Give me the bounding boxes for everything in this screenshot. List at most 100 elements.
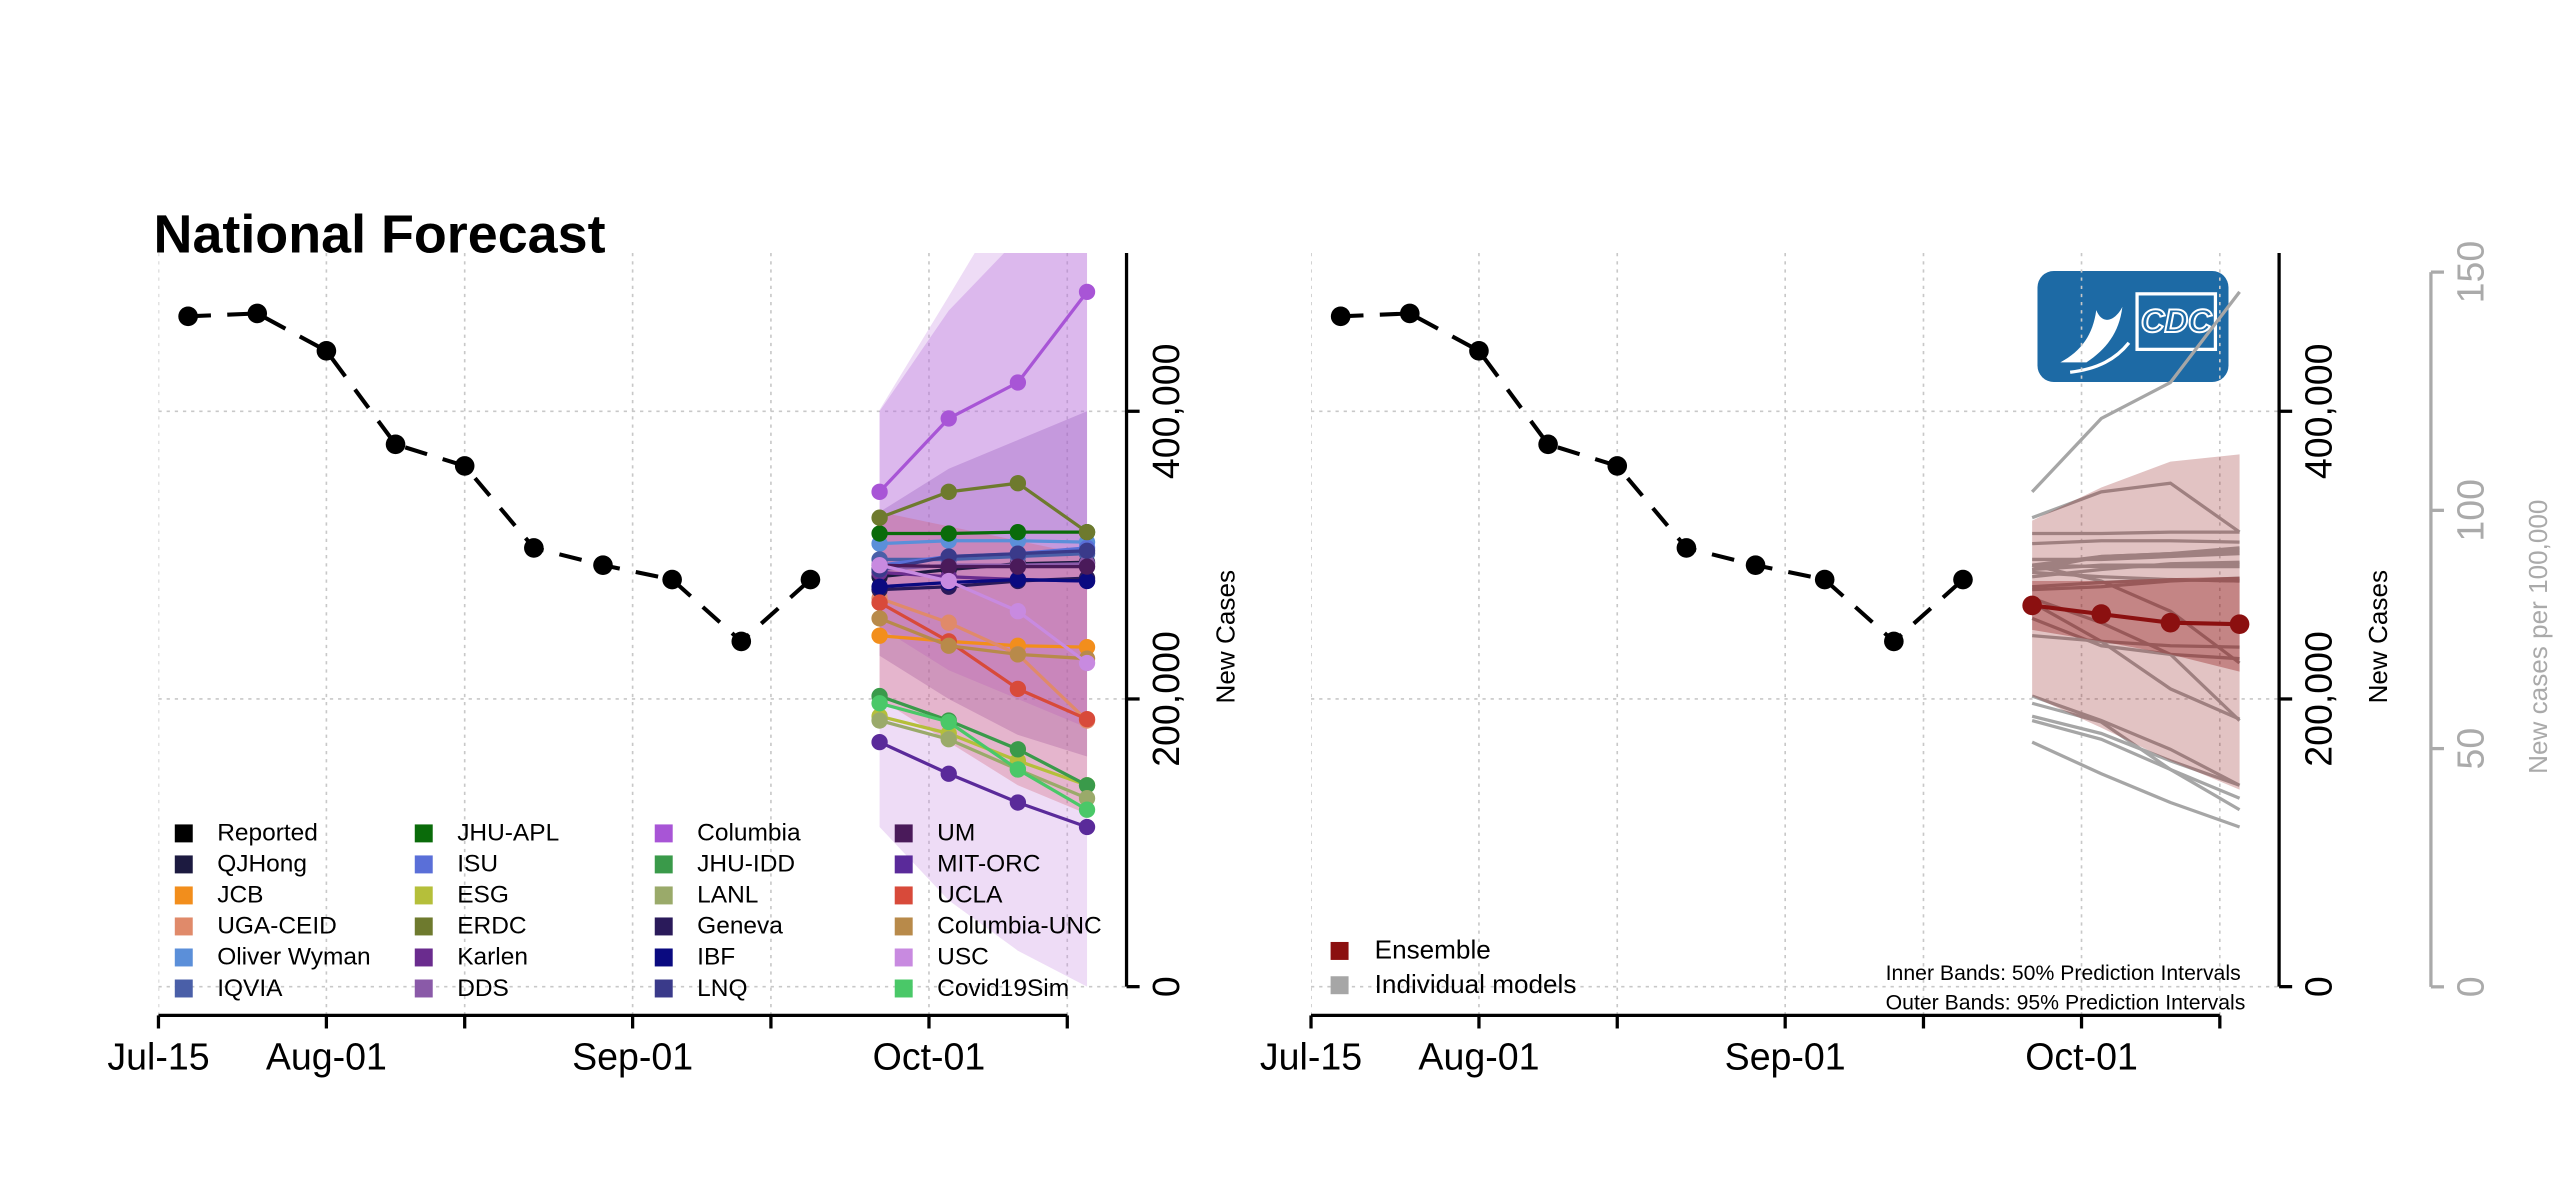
data-point [1078, 790, 1096, 807]
legend-swatch [654, 855, 673, 874]
data-point [1009, 374, 1027, 391]
legend-label: Individual models [1375, 969, 1577, 999]
data-point [454, 456, 475, 476]
legend-swatch [174, 979, 193, 998]
series-line [879, 563, 1089, 665]
data-point [1009, 603, 1027, 620]
legend-label: QJHong [217, 851, 307, 878]
legend-swatch [894, 979, 913, 998]
data-point [871, 627, 888, 644]
legend-label: Covid19Sim [937, 975, 1069, 1002]
logo-eagle [2060, 306, 2123, 363]
y-tick-label: 200,000 [2297, 631, 2339, 767]
individual-model-line [2031, 563, 2241, 665]
legend-label: Columbia-UNC [937, 913, 1102, 940]
data-point [1745, 555, 1766, 575]
data-point [871, 483, 888, 500]
prediction-band [879, 253, 1088, 728]
legend-label: ESG [457, 882, 509, 909]
individual-model-line [2032, 530, 2240, 536]
data-point [1814, 569, 1835, 590]
x-tick-label: Oct-01 [873, 1035, 986, 1077]
legend-label: Columbia [697, 820, 801, 847]
legend-swatch [654, 948, 673, 967]
y-axis-label: New Cases [1211, 570, 1241, 703]
data-point [1009, 794, 1027, 811]
legend-label: JCB [217, 882, 263, 909]
legend-swatch [414, 948, 433, 967]
cdc-logo: CDC [2037, 270, 2229, 383]
data-point [593, 555, 613, 575]
data-point [1009, 741, 1027, 758]
data-point [871, 578, 888, 595]
legend-label: IBF [697, 944, 735, 971]
data-point [1078, 639, 1096, 656]
data-point [871, 525, 888, 542]
individual-model-line [2032, 563, 2240, 569]
series-line [879, 563, 1088, 569]
data-point [1009, 475, 1027, 492]
x-tick-label: Jul-15 [107, 1035, 209, 1077]
data-point [1607, 456, 1628, 476]
data-point [1078, 710, 1096, 728]
legend-swatch [174, 948, 193, 967]
data-point [800, 569, 821, 590]
data-point [1009, 761, 1027, 778]
individual-model-line [2031, 694, 2241, 787]
legend-label: USC [937, 944, 989, 971]
y2-tick-label: 150 [2449, 241, 2491, 304]
individual-model-line [2031, 549, 2240, 572]
legend-swatch [1330, 941, 1349, 960]
ensemble-line [2031, 603, 2240, 627]
data-point [1078, 572, 1096, 590]
legend-swatch [894, 948, 913, 967]
data-point [1538, 434, 1558, 455]
series-line [878, 740, 1088, 829]
inner-band [2032, 576, 2240, 672]
data-point [1009, 646, 1027, 663]
legend-swatch [414, 886, 433, 905]
logo-text: CDC [2141, 302, 2212, 339]
y-tick-label: 0 [2297, 976, 2339, 997]
legend-swatch [174, 824, 193, 843]
chart-title: National Forecast [154, 205, 606, 265]
data-point [1009, 571, 1027, 588]
data-point [1078, 777, 1096, 794]
data-point [940, 572, 957, 590]
legend-swatch [414, 855, 433, 874]
x-tick-label: Sep-01 [572, 1035, 693, 1077]
data-point [871, 594, 888, 611]
x-tick-label: Aug-01 [1418, 1035, 1539, 1077]
data-point [1078, 523, 1096, 541]
legend-label: Oliver Wyman [217, 944, 370, 971]
data-point [940, 765, 957, 782]
data-point [385, 434, 406, 455]
data-point [1078, 283, 1096, 301]
data-point [1078, 801, 1096, 818]
data-point [1953, 569, 1973, 590]
data-point [1676, 538, 1697, 558]
annotation: Inner Bands: 50% Prediction Intervals [1886, 962, 2241, 985]
legend-label: ISU [457, 851, 498, 878]
legend-label: LANL [697, 882, 758, 909]
legend-label: LNQ [697, 975, 747, 1002]
series-line [879, 549, 1088, 572]
individual-model-line [2031, 601, 2241, 721]
data-point [2229, 614, 2250, 634]
legend-label: JHU-APL [457, 820, 559, 847]
legend-swatch [174, 917, 193, 936]
annotation: Outer Bands: 95% Prediction Intervals [1886, 992, 2246, 1015]
data-point [940, 614, 957, 631]
data-point [871, 733, 888, 751]
data-point [1078, 542, 1096, 559]
series-line [879, 701, 1088, 812]
data-point [940, 483, 957, 500]
plot-area [158, 253, 1127, 1016]
individual-model-line [2031, 740, 2241, 829]
y-tick-label: 400,000 [2297, 343, 2339, 479]
data-point [940, 731, 957, 748]
individual-model-line [2031, 616, 2240, 661]
data-point [2091, 604, 2112, 624]
data-point [2160, 612, 2181, 633]
